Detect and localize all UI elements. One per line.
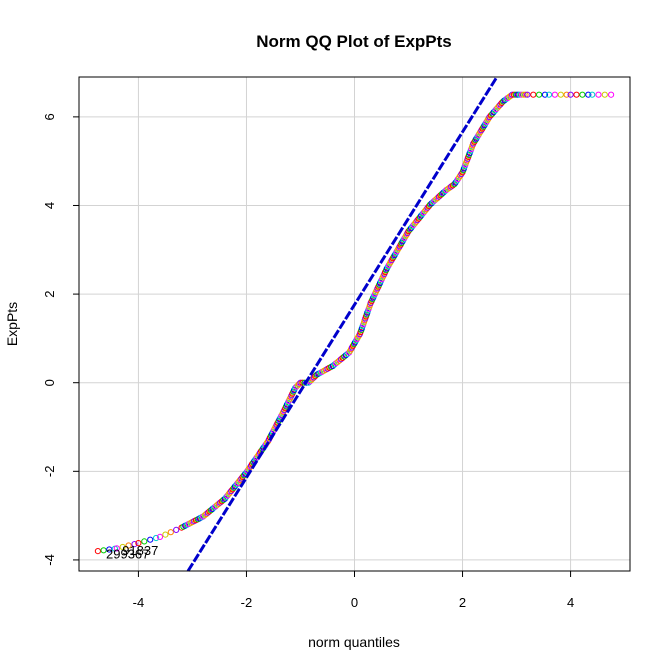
data-point xyxy=(162,531,169,538)
data-point xyxy=(141,538,148,545)
chart-title: Norm QQ Plot of ExpPts xyxy=(256,32,452,51)
x-tick-label: 2 xyxy=(459,595,466,610)
data-point xyxy=(131,541,138,548)
point-annotation: 299367 xyxy=(106,546,149,561)
point-annotation: 91837 xyxy=(122,543,158,558)
data-point xyxy=(522,91,529,98)
y-axis: -4 -2 0 2 4 6 xyxy=(42,113,79,566)
y-tick-label: 0 xyxy=(42,379,57,386)
y-tick-label: -4 xyxy=(42,554,57,566)
y-tick-label: -2 xyxy=(42,466,57,478)
data-point xyxy=(106,546,113,553)
data-point xyxy=(601,91,608,98)
data-point xyxy=(94,548,102,555)
data-point xyxy=(173,526,180,534)
data-point xyxy=(573,91,580,98)
data-point xyxy=(579,91,586,98)
data-point xyxy=(100,547,107,554)
reference-line-group xyxy=(186,76,499,572)
data-point xyxy=(113,545,120,552)
data-point xyxy=(563,91,570,98)
data-point xyxy=(589,91,596,98)
data-point xyxy=(520,91,527,98)
data-point xyxy=(156,533,164,541)
x-tick-label: 0 xyxy=(351,595,358,610)
data-point xyxy=(153,534,160,542)
reference-line xyxy=(186,76,499,572)
data-point xyxy=(545,91,553,98)
data-point xyxy=(557,91,564,98)
data-point xyxy=(595,91,602,98)
x-tick-label: 4 xyxy=(567,595,574,610)
y-tick-label: 2 xyxy=(42,290,57,297)
data-point xyxy=(510,91,518,98)
data-point xyxy=(551,91,559,98)
x-axis: -4 -2 0 2 4 xyxy=(133,571,574,610)
points xyxy=(94,91,615,555)
data-point xyxy=(530,91,537,98)
x-axis-label: norm quantiles xyxy=(308,634,400,650)
y-tick-label: 4 xyxy=(42,202,57,209)
data-point xyxy=(119,543,126,551)
data-point xyxy=(509,91,516,98)
data-point xyxy=(167,529,174,536)
x-tick-label: -2 xyxy=(241,595,253,610)
y-axis-label: ExpPts xyxy=(4,302,20,346)
data-point xyxy=(125,542,132,549)
data-point xyxy=(607,91,615,98)
data-point xyxy=(297,379,304,386)
grid xyxy=(79,77,630,571)
data-point xyxy=(536,91,543,98)
data-point xyxy=(147,536,154,543)
data-point xyxy=(541,91,549,98)
x-tick-label: -4 xyxy=(133,595,145,610)
data-point xyxy=(585,91,592,98)
data-point xyxy=(524,91,531,98)
data-point xyxy=(135,540,142,547)
data-point xyxy=(567,91,574,98)
y-tick-label: 6 xyxy=(42,113,57,120)
